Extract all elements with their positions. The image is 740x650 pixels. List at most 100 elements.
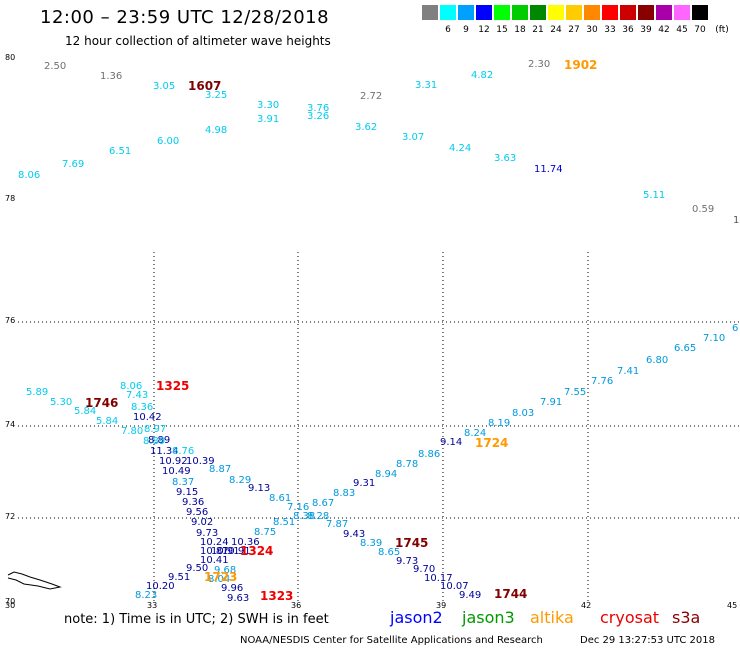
colorbar-swatch (674, 5, 690, 20)
graticule-grid (18, 252, 740, 604)
legend-satellite-jason3: jason3 (462, 608, 515, 627)
wave-height-reading: 8.29 (229, 475, 252, 486)
wave-height-reading: 0.59 (692, 204, 715, 215)
longitude-label: 45 (727, 601, 738, 610)
colorbar-unit-label: (ft) (715, 25, 729, 35)
wave-height-reading: 8.86 (418, 449, 441, 460)
wave-height-reading: 10.20 (146, 581, 175, 592)
wave-height-reading: 2.72 (360, 91, 383, 102)
colorbar-tick-label: 12 (478, 25, 490, 35)
wave-height-reading: 8.19 (488, 418, 511, 429)
wave-height-reading: 8.36 (131, 402, 154, 413)
colorbar-tick-label: 70 (694, 25, 706, 35)
wave-height-reading: 10.91 (222, 546, 251, 557)
page-subtitle: 12 hour collection of altimeter wave hei… (65, 34, 331, 48)
wave-height-reading: 3.91 (257, 114, 280, 125)
wave-height-reading: 8.67 (312, 498, 335, 509)
wave-height-reading: 9.73 (196, 528, 219, 539)
coastline-kola-edge (7, 571, 62, 590)
wave-height-reading: 9.13 (248, 483, 271, 494)
colorbar-swatch (458, 5, 474, 20)
wave-height-reading: 9.43 (343, 529, 366, 540)
wave-height-reading: 7.41 (617, 366, 640, 377)
wave-height-reading: 2.30 (528, 59, 551, 70)
wave-height-reading: 3.63 (494, 153, 517, 164)
wave-height-reading: 3.05 (153, 81, 176, 92)
pass-time-label: 1323 (260, 589, 294, 603)
legend-satellite-s3a: s3a (672, 608, 701, 627)
wave-height-reading: 10.36 (231, 537, 260, 548)
wave-height-reading: 9.51 (168, 572, 191, 583)
wave-height-reading: 8.76 (172, 446, 195, 457)
wave-height-reading: 5.84 (74, 406, 97, 417)
wave-height-reading: 8.51 (273, 517, 296, 528)
wave-height-reading: 7.76 (591, 376, 614, 387)
longitude-label: 30 (5, 601, 16, 610)
colorbar-tick-label: 42 (658, 25, 670, 35)
colorbar-tick-label: 18 (514, 25, 526, 35)
wave-height-reading: 8.97 (144, 424, 167, 435)
wave-height-reading: 10.07 (440, 581, 469, 592)
wave-height-reading: 11.74 (534, 164, 563, 175)
colorbar-swatch (548, 5, 564, 20)
wave-height-reading: 8.03 (512, 408, 535, 419)
wave-height-reading: 9.96 (221, 583, 244, 594)
pass-time-label: 1746 (85, 396, 119, 410)
wave-height-reading: 8.61 (269, 493, 292, 504)
wave-height-reading: 6.00 (157, 136, 180, 147)
wave-height-reading: 1.36 (100, 71, 123, 82)
pass-time-label: 1607 (188, 79, 222, 93)
wave-height-reading: 8.24 (464, 428, 487, 439)
wave-height-reading: 7.80 (121, 426, 144, 437)
wave-height-reading: 5.84 (96, 416, 119, 427)
wave-height-reading: 8.65 (378, 547, 401, 558)
footer-note: note: 1) Time is in UTC; 2) SWH is in fe… (64, 612, 329, 627)
colorbar-swatch (692, 5, 708, 20)
wave-height-reading: 7.43 (126, 390, 149, 401)
wave-height-reading: 8.83 (333, 488, 356, 499)
wave-height-reading: 7.69 (62, 159, 85, 170)
footer-timestamp: Dec 29 13:27:53 UTC 2018 (580, 635, 715, 646)
wave-height-reading: 10.42 (133, 412, 162, 423)
colorbar-swatch (476, 5, 492, 20)
wave-height-reading: 4.98 (205, 125, 228, 136)
wave-height-reading: 9.15 (176, 487, 199, 498)
wave-height-reading: 6.51 (109, 146, 132, 157)
colorbar-swatch (584, 5, 600, 20)
wave-height-reading: 8.38 (293, 511, 316, 522)
pass-time-label: 1902 (564, 58, 598, 72)
wave-height-reading: 6.80 (646, 355, 669, 366)
wave-height-reading: 8.87 (209, 464, 232, 475)
colorbar-swatch (620, 5, 636, 20)
colorbar-swatch (494, 5, 510, 20)
wave-height-reading: 9.36 (182, 497, 205, 508)
wave-height-reading: 9.50 (186, 563, 209, 574)
wave-height-reading: 8.37 (172, 477, 195, 488)
wave-height-reading: 7.91 (540, 397, 563, 408)
wave-height-reading: 7.55 (564, 387, 587, 398)
wave-height-reading: 6.65 (674, 343, 697, 354)
wave-height-reading: 9.73 (396, 556, 419, 567)
legend-satellite-altika: altika (530, 608, 574, 627)
wave-height-reading: 10.41 (200, 555, 229, 566)
wave-height-reading: 11.34 (150, 446, 179, 457)
pass-time-label: 1723 (204, 570, 238, 584)
wave-height-reading: 8.04 (208, 574, 231, 585)
pass-time-label: 1744 (494, 587, 528, 601)
wave-height-reading: 8.94 (375, 469, 398, 480)
wave-height-reading: 9.68 (214, 565, 237, 576)
wave-height-reading: 8.75 (254, 527, 277, 538)
colorbar-tick-label: 36 (622, 25, 634, 35)
latitude-label: 80 (5, 53, 16, 62)
latitude-label: 72 (5, 512, 16, 521)
longitude-label: 39 (436, 601, 447, 610)
latitude-label: 74 (5, 420, 16, 429)
colorbar-tick-label: 21 (532, 25, 544, 35)
wave-height-reading: 5.89 (26, 387, 49, 398)
footer-credit: NOAA/NESDIS Center for Satellite Applica… (240, 635, 543, 646)
wave-height-reading: 8.28 (307, 511, 330, 522)
wave-height-reading: 9.14 (440, 437, 463, 448)
pass-time-label: 1325 (156, 379, 190, 393)
wave-height-reading: 6 (732, 323, 739, 334)
wave-height-reading: 8.06 (120, 381, 143, 392)
